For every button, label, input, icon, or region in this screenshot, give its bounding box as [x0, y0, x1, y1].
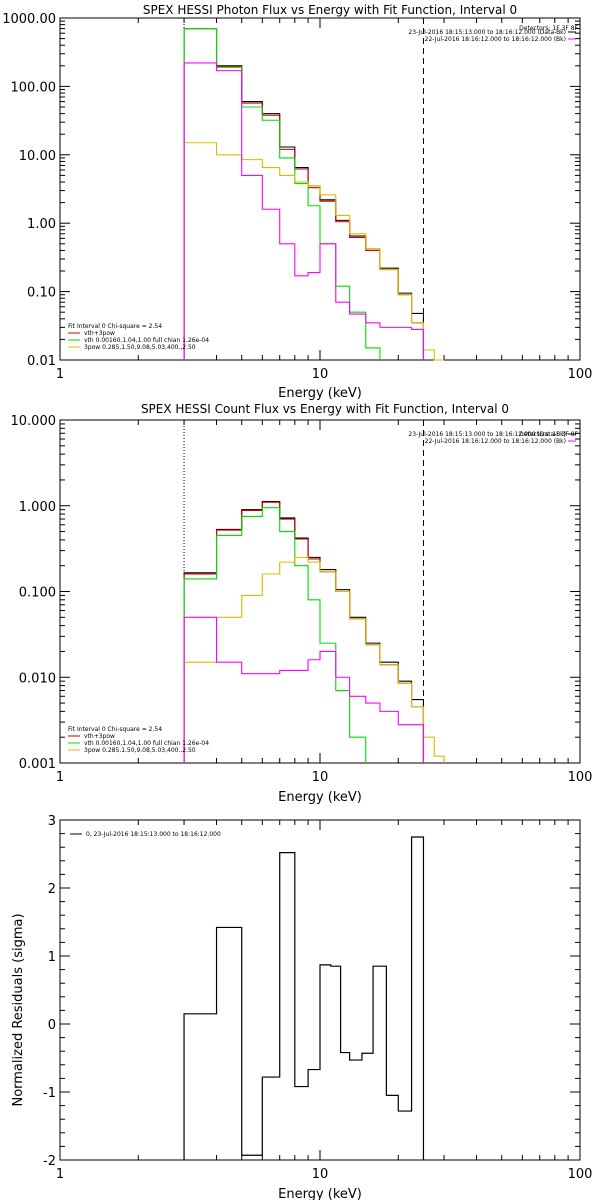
detectors-label: Detectors: 1F 3F 8F — [519, 431, 578, 438]
series-line-vth-3pow — [183, 501, 425, 763]
legend-label: 0, 23-Jul-2016 18:15:13.000 to 18:16:12.… — [86, 831, 221, 838]
legend-label: vth 0.00160,1.04,1.00 full chian 1.26e-0… — [84, 337, 209, 344]
x-tick-label: 100 — [568, 367, 593, 382]
photon-flux-panel: SPEX HESSI Photon Flux vs Energy with Fi… — [2, 3, 592, 401]
x-tick-label: 10 — [312, 1167, 329, 1182]
y-tick-label: 10.000 — [11, 414, 57, 429]
y-tick-label: 100.00 — [11, 80, 57, 95]
detectors-label: Detectors: 1F 3F 8F — [519, 25, 578, 32]
y-tick-label: 1.000 — [19, 500, 56, 515]
x-axis-label: Energy (keV) — [278, 1187, 362, 1200]
y-tick-label: -1 — [43, 1086, 56, 1101]
series-line-data-bk — [183, 28, 425, 360]
x-tick-label: 1 — [56, 367, 64, 382]
residuals-step-line — [183, 836, 425, 1160]
series-line-data-bk — [183, 500, 425, 763]
legend-label: 23-Jul-2016 18:15:13.000 to 18:16:12.000… — [408, 431, 566, 438]
series-line-vth — [183, 28, 381, 360]
legend-label: 3pow 0.285,1.50,9.08,5.03,400.,2.50 — [84, 747, 196, 754]
y-tick-label: 0.010 — [19, 671, 56, 686]
y-tick-label: 2 — [48, 882, 56, 897]
x-tick-label: 10 — [312, 770, 329, 785]
y-tick-label: 0.001 — [19, 757, 56, 772]
x-tick-label: 1 — [56, 770, 64, 785]
y-tick-label: 0.01 — [27, 354, 56, 369]
residuals-panel: Energy (keV) Normalized Residuals (sigma… — [11, 814, 592, 1200]
y-tick-label: 1 — [48, 950, 56, 965]
y-tick-label: -2 — [43, 1154, 56, 1169]
y-axis-label: Normalized Residuals (sigma) — [11, 913, 26, 1106]
series-line-bk — [183, 616, 425, 763]
series-line-bk — [183, 62, 425, 360]
x-tick-label: 10 — [312, 367, 329, 382]
x-axis-label: Energy (keV) — [278, 386, 362, 401]
plot-frame — [59, 419, 581, 764]
y-tick-label: 3 — [48, 814, 56, 829]
panel-title: SPEX HESSI Photon Flux vs Energy with Fi… — [143, 3, 517, 17]
count-flux-panel: SPEX HESSI Count Flux vs Energy with Fit… — [11, 402, 593, 805]
y-tick-label: 0 — [48, 1018, 56, 1033]
panel-title: SPEX HESSI Count Flux vs Energy with Fit… — [141, 402, 509, 416]
legend-label: vth+3pow — [84, 733, 115, 740]
x-tick-label: 100 — [568, 1167, 593, 1182]
x-tick-label: 1 — [56, 1167, 64, 1182]
x-tick-label: 100 — [568, 770, 593, 785]
y-tick-label: 1000.00 — [2, 12, 56, 27]
plot-area: 1 10 100 0.001 0.010 0.100 1.000 10.000 23-Jul-2… — [11, 414, 593, 785]
legend-label: 22-Jul-2016 18:16:12.000 to 18:16:12.000… — [425, 36, 566, 43]
y-tick-label: 0.10 — [27, 286, 56, 301]
series-line-vth — [183, 507, 367, 763]
legend-label: Fit Interval 0 Chi-square = 2.54 — [68, 726, 162, 733]
legend-label: Fit Interval 0 Chi-square = 2.54 — [68, 323, 162, 330]
legend-label: 3pow 0.285,1.50,9.08,5.03,400.,2.50 — [84, 344, 196, 351]
plot-area: 1 10 100 0.01 0.10 1.00 10.00 100.00 1000.00 23-J… — [2, 12, 592, 382]
y-tick-label: 0.100 — [19, 586, 56, 601]
legend-label: 22-Jul-2016 18:16:12.000 to 18:16:12.000… — [425, 438, 566, 445]
legend-label: 23-Jul-2016 18:15:13.000 to 18:16:12.000… — [408, 29, 566, 36]
legend-label: vth+3pow — [84, 330, 115, 337]
y-tick-label: 10.00 — [19, 149, 56, 164]
plot-area: 1 10 100 -2 -1 0 1 2 3 0, 23-Jul-2016 18:15:13.00… — [43, 814, 592, 1182]
series-line-3pow — [183, 142, 445, 361]
y-tick-label: 1.00 — [27, 217, 56, 232]
series-line-3pow — [183, 556, 445, 763]
x-axis-label: Energy (keV) — [278, 790, 362, 805]
legend-label: vth 0.00160,1.04,1.00 full chian 1.26e-0… — [84, 740, 209, 747]
series-line-vth-3pow — [183, 28, 425, 360]
